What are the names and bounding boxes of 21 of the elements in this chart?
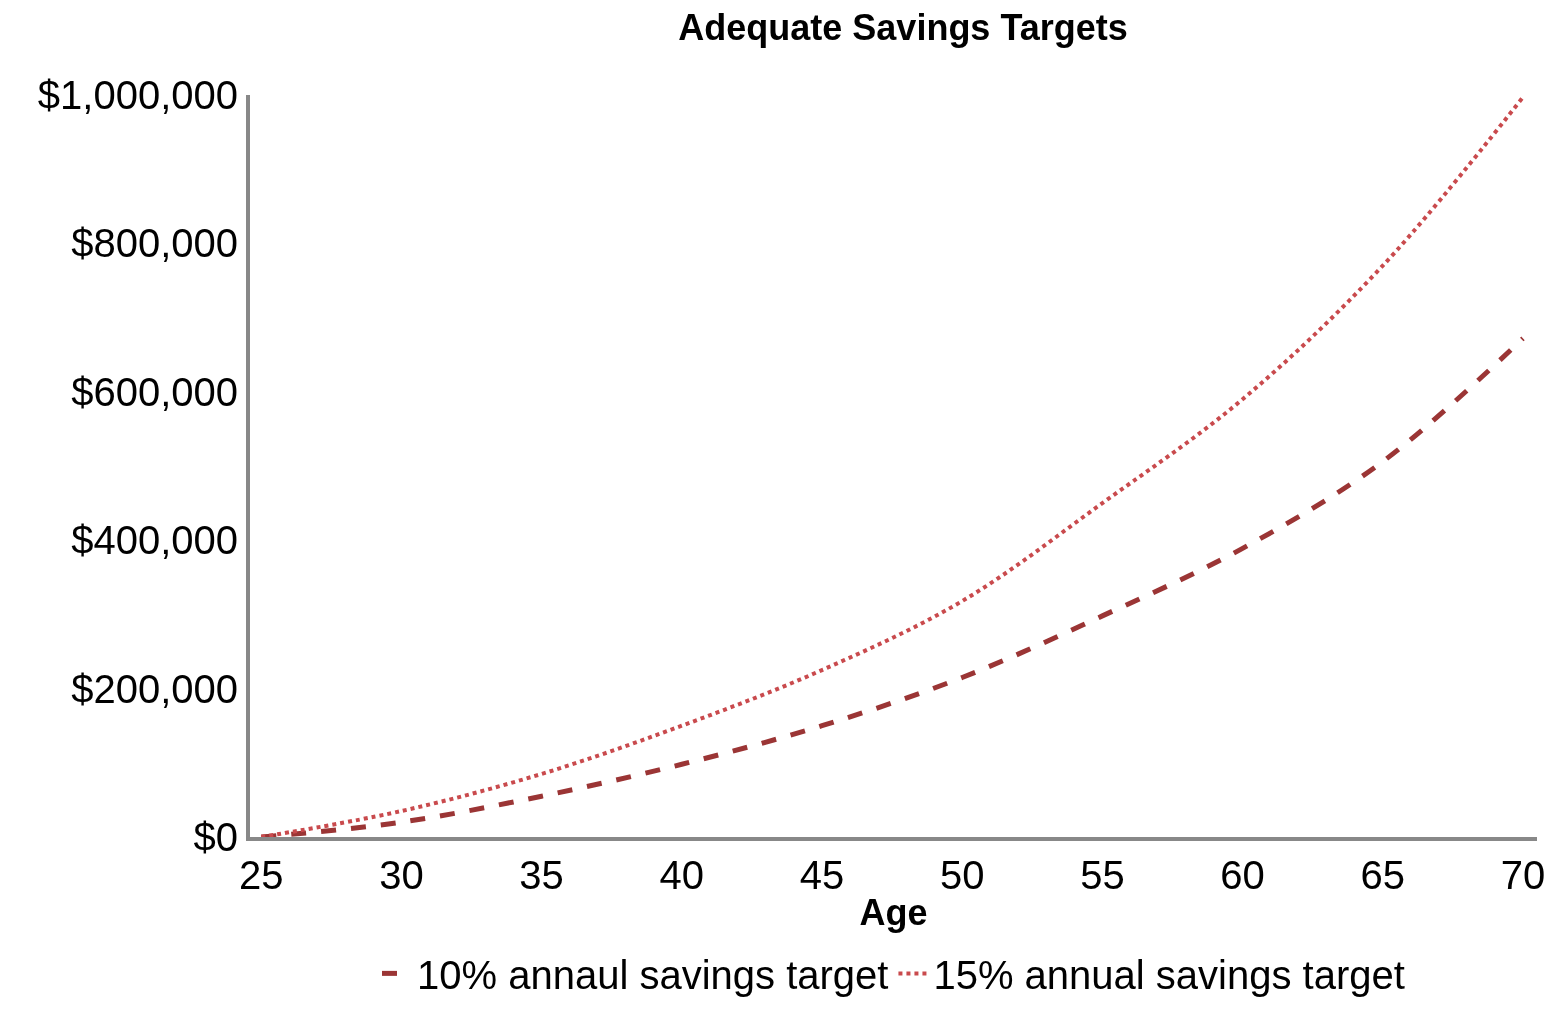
y-tick-label: $0	[193, 815, 238, 859]
x-tick-label: 55	[1080, 853, 1125, 897]
y-tick-label: $800,000	[71, 221, 238, 266]
x-tick-label: 70	[1500, 853, 1546, 897]
x-tick-label: 35	[519, 853, 564, 897]
x-axis-title: Age	[859, 892, 928, 934]
x-tick-label: 40	[659, 853, 705, 897]
legend-label: 10% annaul savings target	[417, 952, 889, 997]
chart-title: Adequate Savings Targets	[678, 7, 1128, 49]
x-tick-label: 50	[939, 853, 985, 897]
y-tick-label: $400,000	[71, 518, 238, 563]
y-tick-label: $1,000,000	[37, 73, 238, 117]
x-tick-label: 30	[379, 853, 424, 897]
line-series	[259, 95, 1525, 837]
y-tick-label: $600,000	[71, 369, 238, 414]
x-tick-label: 25	[238, 853, 284, 897]
x-tick-label: 45	[799, 853, 845, 897]
x-tick-label: 65	[1360, 853, 1406, 897]
legend-label: 15% annual savings target	[933, 952, 1405, 997]
y-tick-label: $200,000	[71, 666, 238, 711]
x-tick-label: 60	[1220, 853, 1265, 897]
